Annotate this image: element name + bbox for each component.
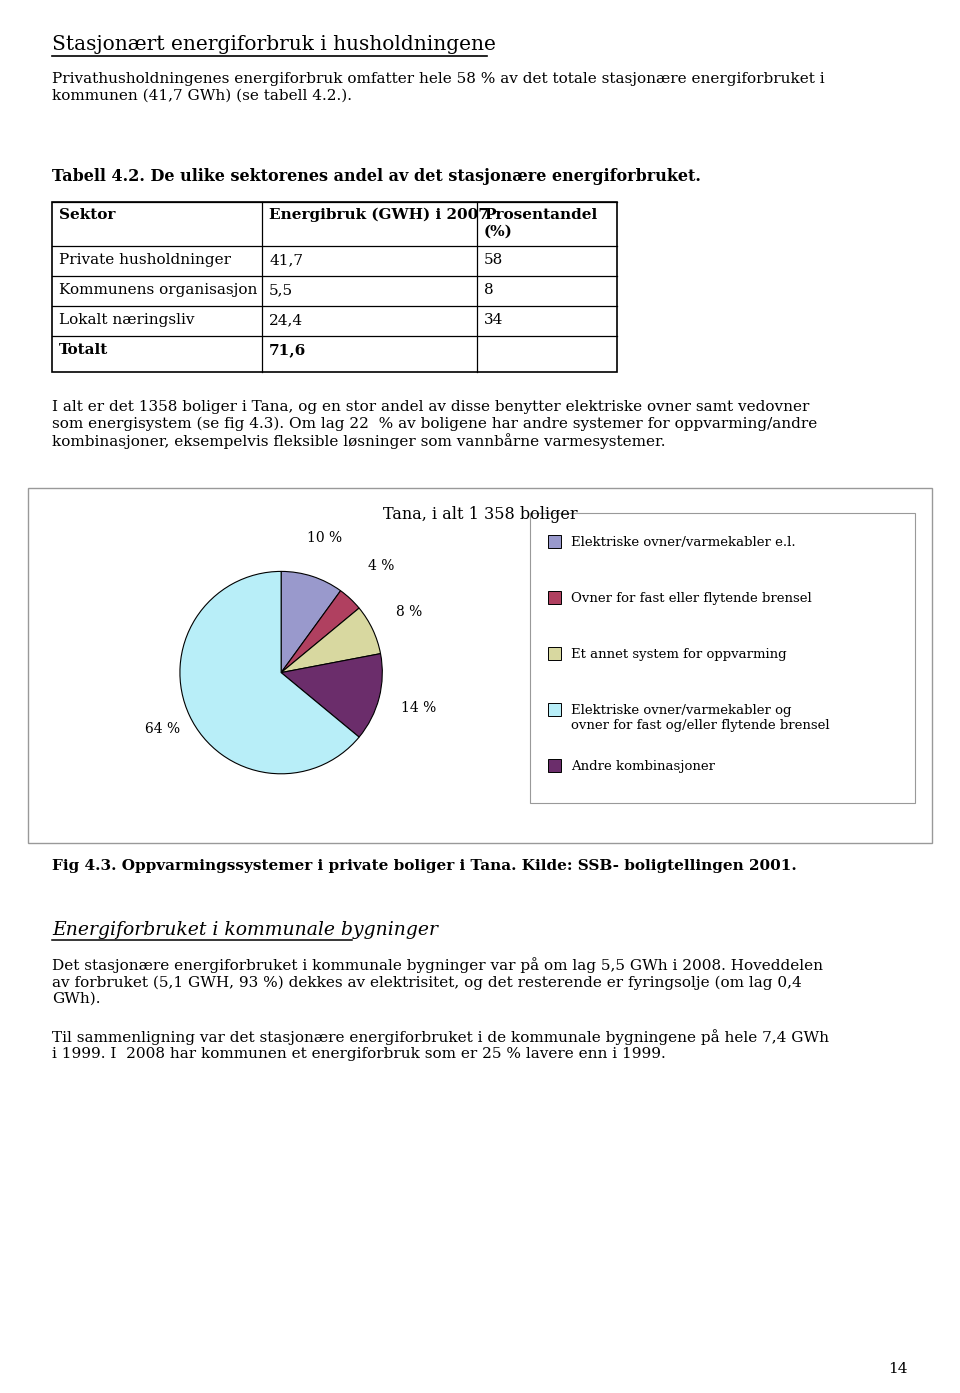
- Bar: [548, 646, 561, 660]
- Text: 14 %: 14 %: [400, 701, 436, 715]
- Text: 34: 34: [484, 313, 503, 327]
- Bar: [548, 591, 561, 605]
- Wedge shape: [180, 571, 359, 773]
- Text: Sektor: Sektor: [59, 208, 115, 221]
- Text: 58: 58: [484, 254, 503, 267]
- Text: 24,4: 24,4: [269, 313, 303, 327]
- Text: Tana, i alt 1 358 boliger: Tana, i alt 1 358 boliger: [383, 506, 577, 522]
- Text: 14: 14: [889, 1362, 908, 1376]
- Text: 71,6: 71,6: [269, 343, 306, 357]
- Text: Elektriske ovner/varmekabler og
ovner for fast og/eller flytende brensel: Elektriske ovner/varmekabler og ovner fo…: [571, 703, 829, 731]
- Text: Private husholdninger: Private husholdninger: [59, 254, 231, 267]
- Wedge shape: [281, 571, 341, 673]
- Wedge shape: [281, 591, 359, 673]
- Text: Energiforbruket i kommunale bygninger: Energiforbruket i kommunale bygninger: [52, 921, 438, 939]
- Text: Privathusholdningenes energiforbruk omfatter hele 58 % av det totale stasjonære : Privathusholdningenes energiforbruk omfa…: [52, 72, 825, 102]
- Text: Til sammenligning var det stasjonære energiforbruket i de kommunale bygningene p: Til sammenligning var det stasjonære ene…: [52, 1029, 829, 1061]
- Text: 5,5: 5,5: [269, 283, 293, 297]
- Text: Elektriske ovner/varmekabler e.l.: Elektriske ovner/varmekabler e.l.: [571, 536, 796, 549]
- Text: Lokalt næringsliv: Lokalt næringsliv: [59, 313, 195, 327]
- Text: 10 %: 10 %: [307, 531, 343, 545]
- Text: Fig 4.3. Oppvarmingssystemer i private boliger i Tana. Kilde: SSB- boligtellinge: Fig 4.3. Oppvarmingssystemer i private b…: [52, 859, 797, 873]
- Wedge shape: [281, 653, 382, 737]
- Bar: [548, 703, 561, 716]
- Bar: [548, 535, 561, 547]
- Text: Totalt: Totalt: [59, 343, 108, 357]
- Text: Et annet system for oppvarming: Et annet system for oppvarming: [571, 648, 786, 662]
- Text: Tabell 4.2. De ulike sektorenes andel av det stasjonære energiforbruket.: Tabell 4.2. De ulike sektorenes andel av…: [52, 169, 701, 185]
- Bar: [530, 513, 915, 802]
- Text: Kommunens organisasjon: Kommunens organisasjon: [59, 283, 257, 297]
- Text: Andre kombinasjoner: Andre kombinasjoner: [571, 761, 715, 773]
- Bar: [548, 759, 561, 772]
- Text: 64 %: 64 %: [145, 722, 180, 736]
- Text: Prosentandel
(%): Prosentandel (%): [484, 208, 597, 238]
- Text: 4 %: 4 %: [369, 559, 395, 573]
- Text: 8: 8: [484, 283, 493, 297]
- Text: 8 %: 8 %: [396, 606, 422, 620]
- Text: 41,7: 41,7: [269, 254, 303, 267]
- Wedge shape: [281, 609, 380, 673]
- Bar: [52, 202, 617, 372]
- Text: Ovner for fast eller flytende brensel: Ovner for fast eller flytende brensel: [571, 592, 812, 605]
- Bar: [28, 488, 932, 843]
- Text: I alt er det 1358 boliger i Tana, og en stor andel av disse benytter elektriske : I alt er det 1358 boliger i Tana, og en …: [52, 400, 817, 449]
- Text: Det stasjonære energiforbruket i kommunale bygninger var på om lag 5,5 GWh i 200: Det stasjonære energiforbruket i kommuna…: [52, 957, 823, 1006]
- Text: Energibruk (GWH) i 2007: Energibruk (GWH) i 2007: [269, 208, 489, 223]
- Text: Stasjonært energiforbruk i husholdningene: Stasjonært energiforbruk i husholdningen…: [52, 35, 496, 54]
